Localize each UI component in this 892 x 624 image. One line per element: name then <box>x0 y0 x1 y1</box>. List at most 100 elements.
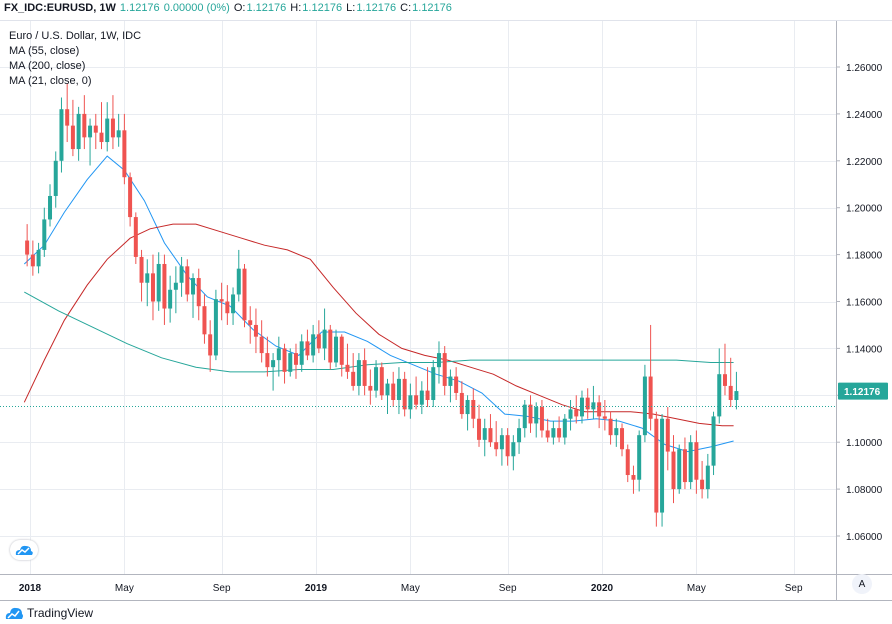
candle <box>139 249 144 302</box>
candle <box>374 360 379 398</box>
time-axis[interactable]: 2018 May Sep 2019 May Sep 2020 May Sep <box>19 583 803 594</box>
candle <box>191 273 196 318</box>
candle-body <box>25 240 30 255</box>
candle-body <box>271 360 276 368</box>
candle <box>271 353 276 391</box>
candle <box>574 395 579 424</box>
candle-body <box>65 109 70 126</box>
candle <box>362 348 367 396</box>
candle-body <box>305 341 310 356</box>
auto-scale-button[interactable]: A <box>852 574 872 594</box>
y-tick-label: 1.22000 <box>846 157 883 168</box>
candle <box>311 324 316 363</box>
candle-body <box>236 268 241 295</box>
candle <box>293 343 298 379</box>
candle-body <box>334 336 339 363</box>
candle <box>150 254 155 321</box>
candle-body <box>522 404 527 429</box>
last-value: 1.12176 <box>119 2 160 14</box>
legend-ma21[interactable]: MA (21, close, 0) <box>9 75 92 87</box>
candle <box>522 399 527 438</box>
candle <box>236 249 241 302</box>
candle-body <box>568 409 573 419</box>
candle <box>213 289 218 361</box>
candle <box>322 308 327 361</box>
candle-body <box>511 442 516 457</box>
candle-body <box>282 348 287 372</box>
candle-body <box>116 130 121 138</box>
candle <box>70 99 75 157</box>
candle-body <box>253 324 258 337</box>
candle-body <box>36 249 41 267</box>
candle <box>665 407 670 471</box>
legend-ma55[interactable]: MA (55, close) <box>9 45 80 57</box>
candle <box>631 465 636 494</box>
candle-body <box>368 385 373 391</box>
candle <box>368 369 373 405</box>
candle <box>642 364 647 443</box>
x-tick-label: 2019 <box>305 583 328 594</box>
close-value: 1.12176 <box>412 2 452 14</box>
candle <box>253 308 258 354</box>
symbol-header: FX_IDC:EURUSD, 1W 1.12176 0.00000 (0%) O… <box>4 2 453 14</box>
candle-body <box>299 341 304 365</box>
y-tick-label: 1.16000 <box>846 298 883 309</box>
candle-body <box>311 334 316 356</box>
candle-body <box>539 407 544 431</box>
candle-body <box>660 418 665 513</box>
candle-body <box>442 353 447 386</box>
candle-body <box>562 418 567 438</box>
legend-ma200[interactable]: MA (200, close) <box>9 60 86 72</box>
tradingview-watermark-button[interactable] <box>10 540 38 560</box>
candle <box>528 395 533 433</box>
candle-body <box>671 451 676 490</box>
candle-body <box>219 299 224 302</box>
x-tick-label: 2018 <box>19 583 42 594</box>
candle-body <box>259 336 264 354</box>
candle <box>265 336 270 377</box>
y-tick-label: 1.10000 <box>846 438 883 449</box>
candle <box>682 437 687 490</box>
candle-body <box>482 428 487 440</box>
low-value: 1.12176 <box>356 2 397 14</box>
candle <box>602 399 607 431</box>
candle <box>442 346 447 396</box>
candle <box>597 395 602 429</box>
candle-body <box>585 397 590 410</box>
y-tick-label: 1.14000 <box>846 344 883 355</box>
candle <box>728 357 733 408</box>
candle-body <box>488 428 493 443</box>
candle <box>219 282 224 321</box>
candle <box>328 324 333 370</box>
last-price-label: 1.12176 <box>844 387 881 398</box>
open-label: O: <box>233 2 246 14</box>
candle-body <box>654 418 659 513</box>
candle-body <box>665 418 670 452</box>
candle-body <box>551 428 556 438</box>
symbol-name[interactable]: FX_IDC:EURUSD, 1W <box>4 2 116 14</box>
footer-brand[interactable]: TradingView <box>4 606 93 620</box>
candle-body <box>597 402 602 417</box>
candle-body <box>288 353 293 372</box>
x-tick-label: Sep <box>785 583 803 594</box>
candle <box>694 430 699 494</box>
candle-body <box>419 390 424 405</box>
candle-body <box>202 306 207 335</box>
candle <box>99 102 104 150</box>
candle-body <box>162 263 167 309</box>
candle-body <box>431 367 436 400</box>
candle <box>511 435 516 471</box>
candle <box>339 334 344 377</box>
candle-body <box>179 266 184 283</box>
candle <box>351 353 356 391</box>
candle-body <box>53 160 58 196</box>
candle <box>276 336 281 377</box>
x-tick-label: 2020 <box>591 583 614 594</box>
candle-body <box>208 334 213 356</box>
candle-body <box>379 367 384 396</box>
candle-body <box>436 353 441 368</box>
candle-body <box>345 364 350 372</box>
price-axis[interactable]: 1.26000 1.24000 1.22000 1.20000 1.18000 1.160… <box>836 63 883 543</box>
candle <box>465 395 470 431</box>
